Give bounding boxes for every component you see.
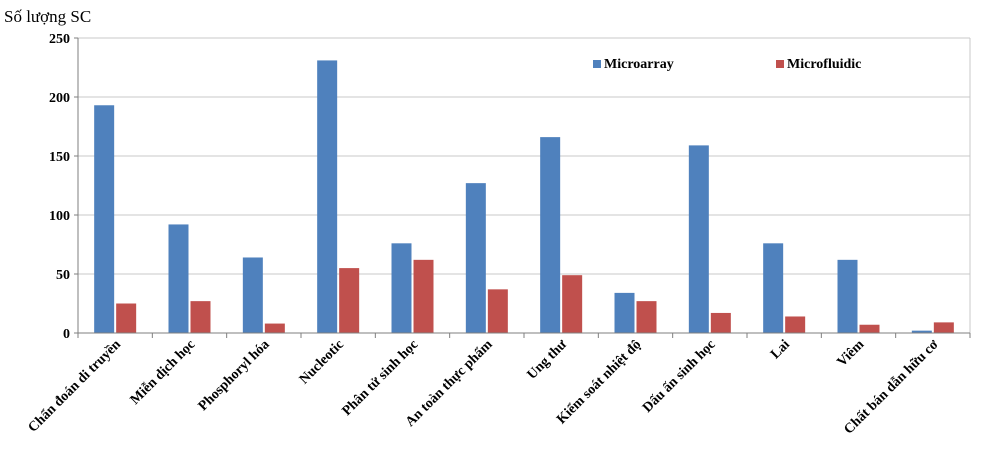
legend: Microarray Microfluidic xyxy=(593,57,861,72)
x-tick-label: Kiểm soát nhiệt độ xyxy=(554,337,644,427)
bar-microfluidic-10 xyxy=(785,316,806,333)
x-tick-label: Nucleotic xyxy=(297,337,347,387)
bar-microfluidic-5 xyxy=(413,259,434,333)
bar-microarray-4 xyxy=(317,60,338,334)
y-tick-labels: 0 50 100 150 200 250 xyxy=(49,32,70,342)
bar-microfluidic-6 xyxy=(487,289,508,333)
y-tick-label: 150 xyxy=(49,150,70,165)
x-tick-label: Lai xyxy=(768,337,793,362)
x-tick-label: Ung thư xyxy=(525,337,571,383)
y-tick-label: 50 xyxy=(56,268,70,283)
bar-microarray-7 xyxy=(540,137,561,333)
bar-microarray-2 xyxy=(168,224,189,333)
y-tick-label: 200 xyxy=(49,91,70,106)
legend-label-microfluidic: Microfluidic xyxy=(787,57,861,72)
x-tick-label: Miễn dịch học xyxy=(127,337,198,408)
legend-label-microarray: Microarray xyxy=(604,57,674,72)
bar-microarray-9 xyxy=(688,145,709,333)
legend-swatch-microfluidic xyxy=(776,60,784,68)
x-tick-labels: Chẩn đoán di truyền Miễn dịch họcPhosphor… xyxy=(26,336,942,437)
bar-microfluidic-8 xyxy=(636,301,657,333)
bar-microfluidic-9 xyxy=(710,312,731,333)
gridlines xyxy=(78,37,971,333)
x-tick-label: Chẩn đoán di truyền xyxy=(26,337,125,436)
bar-microarray-3 xyxy=(242,257,263,333)
axes xyxy=(74,37,971,338)
legend-swatch-microarray xyxy=(593,60,601,68)
y-axis-label: Số lượng SC xyxy=(4,7,91,26)
x-tick-label: Phosphoryl hóa xyxy=(196,337,273,414)
x-tick-label: Dấu ấn sinh học xyxy=(640,337,719,416)
bar-microfluidic-12 xyxy=(933,322,954,333)
bar-microarray-11 xyxy=(837,259,858,333)
y-tick-label: 100 xyxy=(49,209,70,224)
bars xyxy=(94,60,954,334)
bar-microfluidic-1 xyxy=(116,303,137,333)
y-tick-label: 250 xyxy=(49,32,70,47)
bar-microarray-1 xyxy=(94,105,115,333)
bar-microfluidic-11 xyxy=(859,324,880,333)
bar-microarray-8 xyxy=(614,292,635,333)
x-tick-label: Phân tử sinh học xyxy=(340,337,422,419)
bar-microfluidic-2 xyxy=(190,301,211,333)
bar-microarray-12 xyxy=(911,330,932,333)
bar-microarray-10 xyxy=(763,243,784,333)
bar-microarray-6 xyxy=(465,183,486,333)
bar-microfluidic-4 xyxy=(339,268,360,333)
bar-microarray-5 xyxy=(391,243,412,333)
y-tick-label: 0 xyxy=(63,327,70,342)
bar-microfluidic-7 xyxy=(562,275,583,333)
bar-microfluidic-3 xyxy=(264,323,285,333)
x-tick-label: Viêm xyxy=(835,337,868,370)
